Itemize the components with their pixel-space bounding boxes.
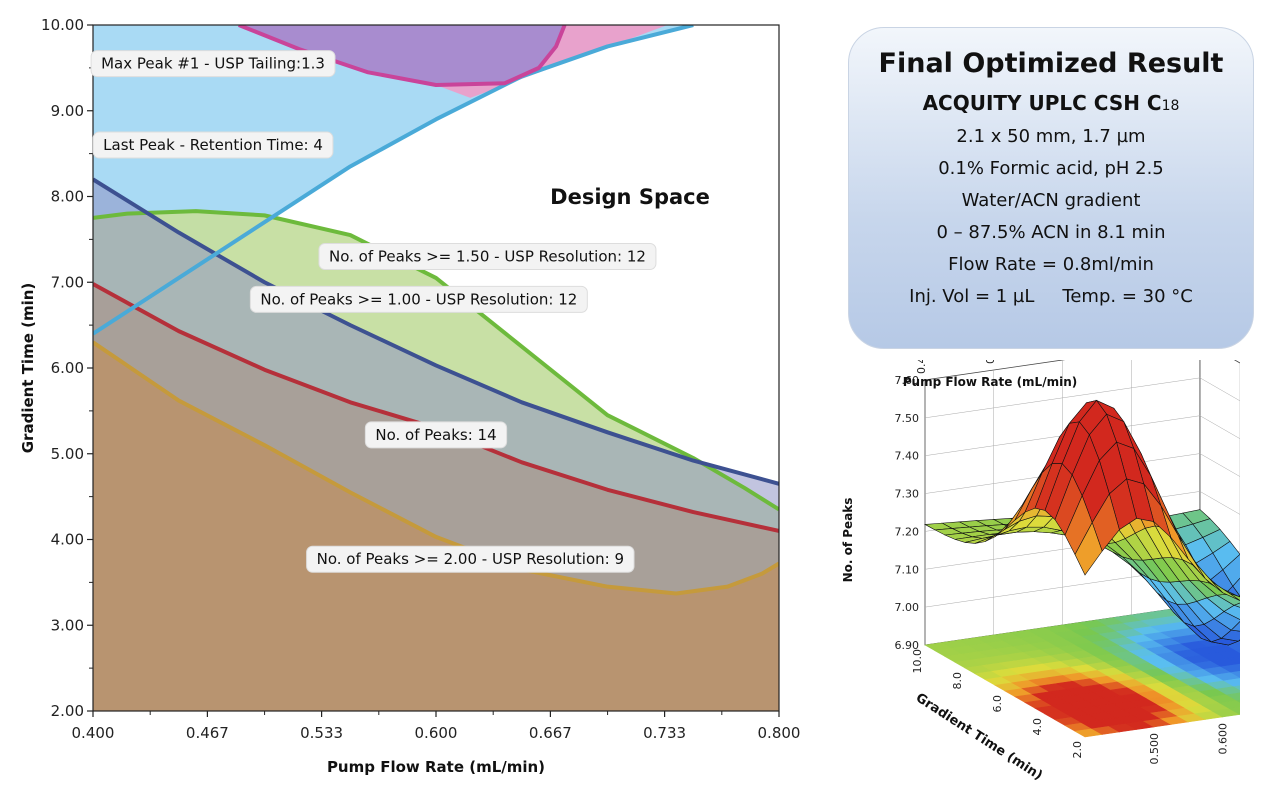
region-label-text: No. of Peaks: 14 bbox=[375, 426, 496, 444]
region-label-text: Last Peak - Retention Time: 4 bbox=[103, 136, 323, 154]
surface-3d-chart: 7.607.607.507.507.407.407.307.307.207.20… bbox=[841, 360, 1240, 784]
y-tick-label: 6.00 bbox=[51, 359, 84, 377]
column-dimensions: 2.1 x 50 mm, 1.7 µm bbox=[956, 126, 1146, 147]
region-label: Last Peak - Retention Time: 4 bbox=[92, 131, 334, 159]
wall-grid-line bbox=[1199, 377, 1240, 402]
final-result-panel: Final Optimized Result ACQUITY UPLC CSH … bbox=[848, 27, 1254, 349]
y-axis-title: Gradient Time (min) bbox=[19, 283, 37, 454]
wall-grid-line bbox=[1199, 453, 1240, 477]
column-name: ACQUITY UPLC CSH C18 bbox=[849, 91, 1253, 115]
z-tick-label-left: 7.60 bbox=[895, 374, 920, 387]
z-tick-label-left: 7.20 bbox=[895, 525, 920, 538]
flow-rate: Flow Rate = 0.8ml/min bbox=[948, 254, 1154, 275]
mobile-phase-acid: 0.1% Formic acid, pH 2.5 bbox=[938, 158, 1164, 179]
front-gradient-tick-label: 10.0 bbox=[911, 649, 924, 674]
injection-and-temp: Inj. Vol = 1 µL Temp. = 30 °C bbox=[849, 286, 1253, 307]
z-tick-label-left: 7.30 bbox=[895, 488, 920, 501]
x-tick-label: 0.533 bbox=[300, 724, 343, 742]
region-label-box bbox=[90, 50, 336, 78]
y-tick-label: 8.00 bbox=[51, 188, 84, 206]
floor-cell bbox=[1235, 699, 1240, 703]
region-label: No. of Peaks >= 2.00 - USP Resolution: 9 bbox=[306, 545, 635, 573]
temperature: Temp. = 30 °C bbox=[1062, 286, 1193, 307]
y-tick-label: 7.00 bbox=[51, 273, 84, 291]
floor-cell bbox=[1237, 663, 1240, 666]
gradient-range: 0 – 87.5% ACN in 8.1 min bbox=[936, 222, 1166, 243]
region-fill-tailing-overlap bbox=[436, 25, 668, 98]
gradient-type: Water/ACN gradient bbox=[961, 190, 1141, 211]
design-space-chart: 2.00 3.00 4.00 5.00 6.00 7.00 8.00 9.00 10.00 0.… bbox=[19, 16, 801, 776]
boundary-line-3 bbox=[93, 177, 779, 486]
floor-cell bbox=[1218, 700, 1240, 710]
x-tick-label: 0.667 bbox=[529, 724, 572, 742]
region-label: No. of Peaks >= 1.50 - USP Resolution: 1… bbox=[318, 243, 657, 271]
wall-grid-line bbox=[1199, 415, 1240, 440]
surface-cell bbox=[1233, 602, 1240, 608]
boundary-line-4 bbox=[93, 25, 694, 336]
y-tick-label: 9.00 bbox=[51, 102, 84, 120]
boundary-line-2 bbox=[93, 209, 779, 512]
region-label-box bbox=[364, 421, 508, 449]
z-tick-label-left: 7.10 bbox=[895, 563, 920, 576]
floor-cell bbox=[1234, 649, 1240, 654]
column-name-text: ACQUITY UPLC CSH C bbox=[922, 91, 1162, 115]
x-tick-label: 0.733 bbox=[643, 724, 686, 742]
region-fill-max-peak bbox=[238, 25, 565, 86]
y-tick-label: 4.00 bbox=[51, 531, 84, 549]
surface-top-axis-title: Pump Flow Rate (mL/min) bbox=[903, 375, 1077, 389]
surface-y-axis-title: Gradient Time (min) bbox=[913, 691, 1045, 784]
z-tick-label-left: 7.50 bbox=[895, 412, 920, 425]
x-axis-title: Pump Flow Rate (mL/min) bbox=[327, 758, 545, 776]
z-tick-label-left: 7.00 bbox=[895, 601, 920, 614]
floor-cell bbox=[1225, 692, 1240, 701]
z-tick-label-left: 7.40 bbox=[895, 450, 920, 463]
surface-z-axis-title: No. of Peaks bbox=[841, 498, 855, 583]
floor-cell bbox=[1223, 678, 1240, 687]
y-tick-label: 3.00 bbox=[51, 616, 84, 634]
floor-cell bbox=[1230, 670, 1240, 678]
region-label-box bbox=[92, 131, 334, 159]
x-tick-label: 0.467 bbox=[186, 724, 229, 742]
region-fill-last-peak bbox=[93, 25, 694, 334]
region-fill-resolution-200 bbox=[93, 342, 779, 711]
floor-cell bbox=[1227, 656, 1240, 665]
z-tick-label-left: 6.90 bbox=[895, 639, 920, 652]
region-label-box bbox=[318, 243, 657, 271]
front-gradient-tick-label: 2.0 bbox=[1071, 741, 1084, 759]
front-flow-tick-label: 0.500 bbox=[1148, 733, 1161, 765]
design-space-title: Design Space bbox=[550, 185, 710, 209]
front-gradient-tick-label: 4.0 bbox=[1031, 718, 1044, 736]
surface-cell bbox=[1074, 521, 1103, 576]
column-subscript: 18 bbox=[1161, 98, 1180, 114]
injection-volume: Inj. Vol = 1 µL bbox=[909, 286, 1035, 307]
region-label: Max Peak #1 - USP Tailing:1.3 bbox=[90, 50, 336, 78]
top-flow-tick-label: 0.500 bbox=[984, 360, 997, 364]
floor-cell bbox=[1217, 649, 1240, 659]
y-tick-label: 2.00 bbox=[51, 702, 84, 720]
region-label-text: Max Peak #1 - USP Tailing:1.3 bbox=[101, 55, 325, 73]
floor-cell bbox=[1213, 672, 1240, 682]
x-tick-label: 0.800 bbox=[758, 724, 801, 742]
floor-cell bbox=[1228, 706, 1240, 715]
region-label-box bbox=[306, 545, 635, 573]
floor-cell bbox=[1220, 663, 1240, 673]
region-label-text: No. of Peaks >= 1.50 - USP Resolution: 1… bbox=[329, 248, 646, 266]
region-label-text: No. of Peaks >= 1.00 - USP Resolution: 1… bbox=[260, 290, 577, 308]
top-flow-tick-label: 0.400 bbox=[915, 360, 928, 374]
region-label: No. of Peaks >= 1.00 - USP Resolution: 1… bbox=[249, 285, 588, 313]
x-tick-label: 0.600 bbox=[415, 724, 458, 742]
y-tick-label: 10.00 bbox=[41, 16, 84, 34]
front-gradient-tick-label: 6.0 bbox=[991, 695, 1004, 713]
floor-cell bbox=[1215, 686, 1240, 696]
front-gradient-tick-label: 8.0 bbox=[951, 672, 964, 690]
x-tick-label: 0.400 bbox=[72, 724, 115, 742]
front-flow-tick-label: 0.600 bbox=[1217, 723, 1230, 755]
region-label-box bbox=[249, 285, 588, 313]
y-tick-label: 5.00 bbox=[51, 445, 84, 463]
region-label: No. of Peaks: 14 bbox=[364, 421, 508, 449]
region-label-text: No. of Peaks >= 2.00 - USP Resolution: 9 bbox=[317, 550, 624, 568]
floor-cell bbox=[1233, 685, 1240, 691]
wall-grid-line bbox=[1199, 491, 1240, 515]
result-title: Final Optimized Result bbox=[878, 48, 1224, 79]
